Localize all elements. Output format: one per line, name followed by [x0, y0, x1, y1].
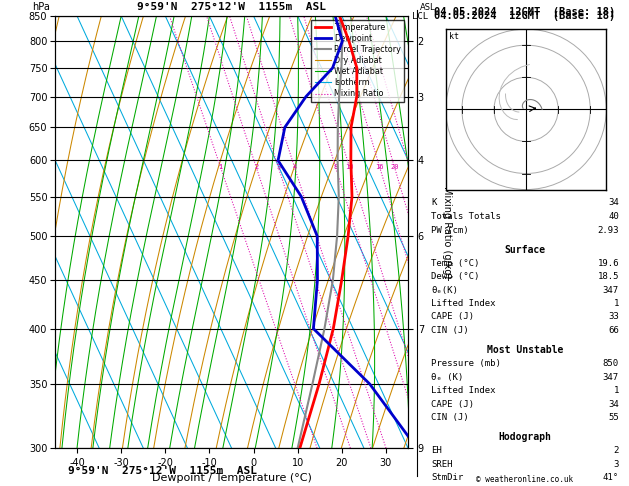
Text: 20: 20	[391, 164, 399, 171]
Text: PW (cm): PW (cm)	[431, 226, 469, 235]
Title: 9°59'N  275°12'W  1155m  ASL: 9°59'N 275°12'W 1155m ASL	[137, 2, 326, 13]
Text: 04.05.2024  12GMT  (Base: 18): 04.05.2024 12GMT (Base: 18)	[434, 11, 615, 21]
Text: Hodograph: Hodograph	[499, 433, 552, 442]
Text: 3: 3	[276, 164, 281, 171]
Text: 41°: 41°	[603, 473, 619, 482]
Text: SREH: SREH	[431, 460, 453, 469]
Text: CIN (J): CIN (J)	[431, 413, 469, 422]
Text: StmDir: StmDir	[431, 473, 464, 482]
Text: 10: 10	[345, 164, 354, 171]
Text: CIN (J): CIN (J)	[431, 326, 469, 335]
Text: Pressure (mb): Pressure (mb)	[431, 359, 501, 368]
Text: 40: 40	[608, 211, 619, 221]
Text: 04.05.2024  12GMT  (Base: 18): 04.05.2024 12GMT (Base: 18)	[434, 7, 615, 17]
Text: 2.93: 2.93	[598, 226, 619, 235]
Text: 1: 1	[613, 299, 619, 308]
Text: 16: 16	[376, 164, 384, 171]
Text: Most Unstable: Most Unstable	[487, 345, 564, 355]
Text: Lifted Index: Lifted Index	[431, 386, 496, 395]
Text: 347: 347	[603, 373, 619, 382]
Legend: Temperature, Dewpoint, Parcel Trajectory, Dry Adiabat, Wet Adiabat, Isotherm, Mi: Temperature, Dewpoint, Parcel Trajectory…	[311, 20, 404, 102]
Text: 8: 8	[333, 164, 338, 171]
Text: km
ASL: km ASL	[420, 0, 435, 12]
Text: 19.6: 19.6	[598, 259, 619, 268]
Text: 9°59'N  275°12'W  1155m  ASL: 9°59'N 275°12'W 1155m ASL	[67, 466, 257, 476]
Text: Lifted Index: Lifted Index	[431, 299, 496, 308]
Text: 3: 3	[613, 460, 619, 469]
Text: 18.5: 18.5	[598, 273, 619, 281]
Text: 2: 2	[613, 446, 619, 455]
Text: 1: 1	[613, 386, 619, 395]
Text: Totals Totals: Totals Totals	[431, 211, 501, 221]
Text: Surface: Surface	[504, 245, 546, 255]
Text: 850: 850	[603, 359, 619, 368]
Text: 4: 4	[292, 164, 297, 171]
Text: 66: 66	[608, 326, 619, 335]
Text: CAPE (J): CAPE (J)	[431, 312, 474, 321]
Text: 34: 34	[608, 198, 619, 207]
Text: © weatheronline.co.uk: © weatheronline.co.uk	[476, 474, 573, 484]
X-axis label: Dewpoint / Temperature (°C): Dewpoint / Temperature (°C)	[152, 473, 311, 483]
Text: θₑ (K): θₑ (K)	[431, 373, 464, 382]
Text: 347: 347	[603, 286, 619, 295]
Text: EH: EH	[431, 446, 442, 455]
Text: LCL: LCL	[411, 12, 428, 20]
Text: CAPE (J): CAPE (J)	[431, 399, 474, 409]
Text: 34: 34	[608, 399, 619, 409]
Text: θₑ(K): θₑ(K)	[431, 286, 458, 295]
Text: 2: 2	[254, 164, 259, 171]
Text: Dewp (°C): Dewp (°C)	[431, 273, 480, 281]
Text: hPa: hPa	[32, 1, 50, 12]
Y-axis label: Mixing Ratio (g/kg): Mixing Ratio (g/kg)	[442, 186, 452, 278]
Text: 1: 1	[218, 164, 223, 171]
Text: kt: kt	[449, 32, 459, 41]
Text: 55: 55	[608, 413, 619, 422]
Text: 33: 33	[608, 312, 619, 321]
Text: K: K	[431, 198, 437, 207]
Text: Temp (°C): Temp (°C)	[431, 259, 480, 268]
